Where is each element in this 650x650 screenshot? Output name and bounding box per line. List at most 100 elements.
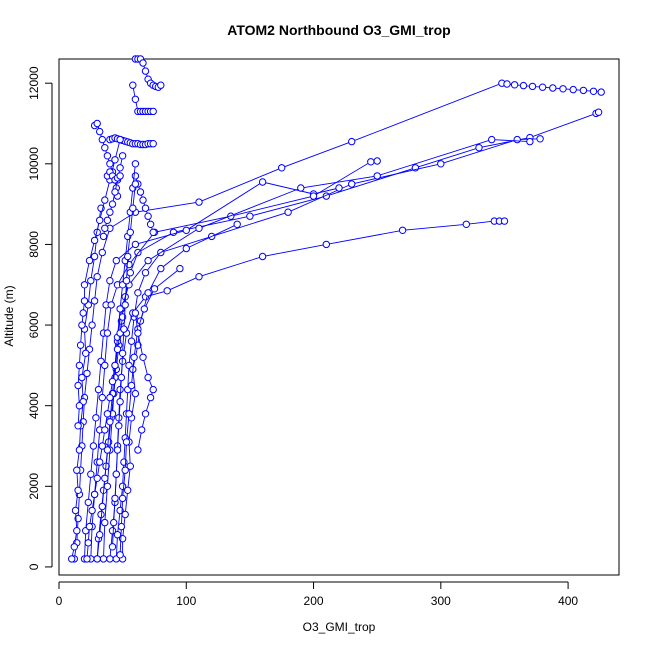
data-point: [74, 486, 82, 494]
data-point: [117, 373, 126, 382]
data-point: [127, 381, 136, 390]
data-point: [83, 369, 91, 378]
data-point: [519, 81, 528, 90]
data-point: [103, 446, 112, 454]
data-point: [131, 309, 140, 317]
data-point: [233, 220, 241, 229]
data-point: [398, 226, 407, 235]
data-point: [73, 466, 81, 474]
data-point: [101, 144, 109, 152]
data-point: [462, 220, 470, 229]
data-point: [103, 216, 112, 225]
data-point: [75, 402, 84, 410]
data-point: [71, 506, 80, 515]
data-point: [73, 527, 81, 535]
data-point: [87, 470, 95, 478]
data-point: [96, 531, 104, 539]
data-point: [75, 361, 84, 370]
data-point: [144, 256, 152, 265]
data-point: [74, 381, 82, 390]
data-point: [103, 482, 112, 490]
y-tick-label: 2000: [27, 473, 41, 500]
data-point: [146, 393, 155, 402]
data-point: [112, 256, 121, 265]
data-point: [84, 539, 93, 547]
series-line: [77, 139, 121, 426]
data-point: [93, 555, 101, 563]
data-point: [118, 152, 127, 160]
data-point: [88, 506, 96, 515]
data-point: [131, 389, 140, 398]
series-line: [103, 139, 530, 559]
data-point: [85, 522, 94, 531]
data-point: [85, 256, 94, 265]
data-point: [125, 410, 133, 418]
data-point: [246, 212, 254, 220]
data-point: [116, 172, 124, 180]
data-point: [149, 228, 157, 237]
data-point: [84, 498, 93, 507]
data-point: [140, 305, 149, 313]
data-point: [149, 385, 157, 394]
data-point: [348, 137, 356, 146]
data-point: [120, 458, 128, 466]
data-point: [131, 160, 140, 168]
y-axis: 0 2000 4000 6000 8000 10000 12000: [27, 66, 53, 570]
data-series: [106, 217, 509, 563]
data-point: [258, 178, 267, 186]
data-point: [106, 277, 114, 285]
series-line: [73, 82, 602, 559]
data-point: [121, 301, 129, 309]
x-tick-label: 400: [558, 594, 578, 608]
chart-title: ATOM2 Northbound O3_GMI_trop: [227, 22, 450, 38]
data-series: [68, 204, 105, 563]
data-point: [139, 59, 147, 67]
data-point: [113, 345, 122, 353]
data-point: [70, 543, 79, 551]
data-point: [139, 353, 147, 361]
data-point: [549, 84, 557, 92]
data-point: [134, 329, 142, 337]
series-line: [115, 138, 541, 559]
data-point: [136, 188, 145, 196]
data-point: [111, 361, 119, 370]
data-point: [93, 474, 101, 482]
data-point: [101, 224, 109, 233]
data-series: [129, 81, 157, 116]
data-point: [89, 442, 98, 450]
data-point: [92, 414, 100, 422]
data-point: [594, 108, 603, 116]
data-point: [98, 393, 107, 402]
data-point: [106, 160, 114, 168]
data-series: [118, 220, 241, 563]
data-point: [118, 349, 127, 357]
data-series: [112, 135, 544, 563]
series-line: [96, 111, 599, 559]
data-point: [141, 410, 150, 418]
series-line: [86, 316, 124, 559]
data-point: [284, 208, 292, 216]
data-point: [510, 81, 519, 89]
data-point: [297, 184, 305, 192]
data-point: [373, 172, 381, 180]
data-series: [108, 180, 140, 551]
data-point: [90, 252, 99, 261]
data-point: [163, 287, 171, 295]
x-axis: 0 100 200 300 400: [56, 581, 578, 608]
data-point: [121, 466, 129, 474]
data-series: [116, 264, 184, 559]
data-point: [559, 85, 567, 93]
data-point: [80, 297, 89, 305]
data-point: [157, 264, 165, 273]
data-point: [111, 188, 119, 196]
series-line: [122, 223, 238, 559]
x-tick-label: 300: [431, 594, 451, 608]
data-point: [78, 321, 86, 329]
data-point: [129, 204, 137, 212]
data-point: [309, 192, 318, 200]
data-point: [124, 252, 132, 261]
data-point: [597, 88, 605, 96]
data-series: [131, 55, 165, 91]
data-point: [182, 226, 191, 235]
data-point: [90, 490, 99, 499]
